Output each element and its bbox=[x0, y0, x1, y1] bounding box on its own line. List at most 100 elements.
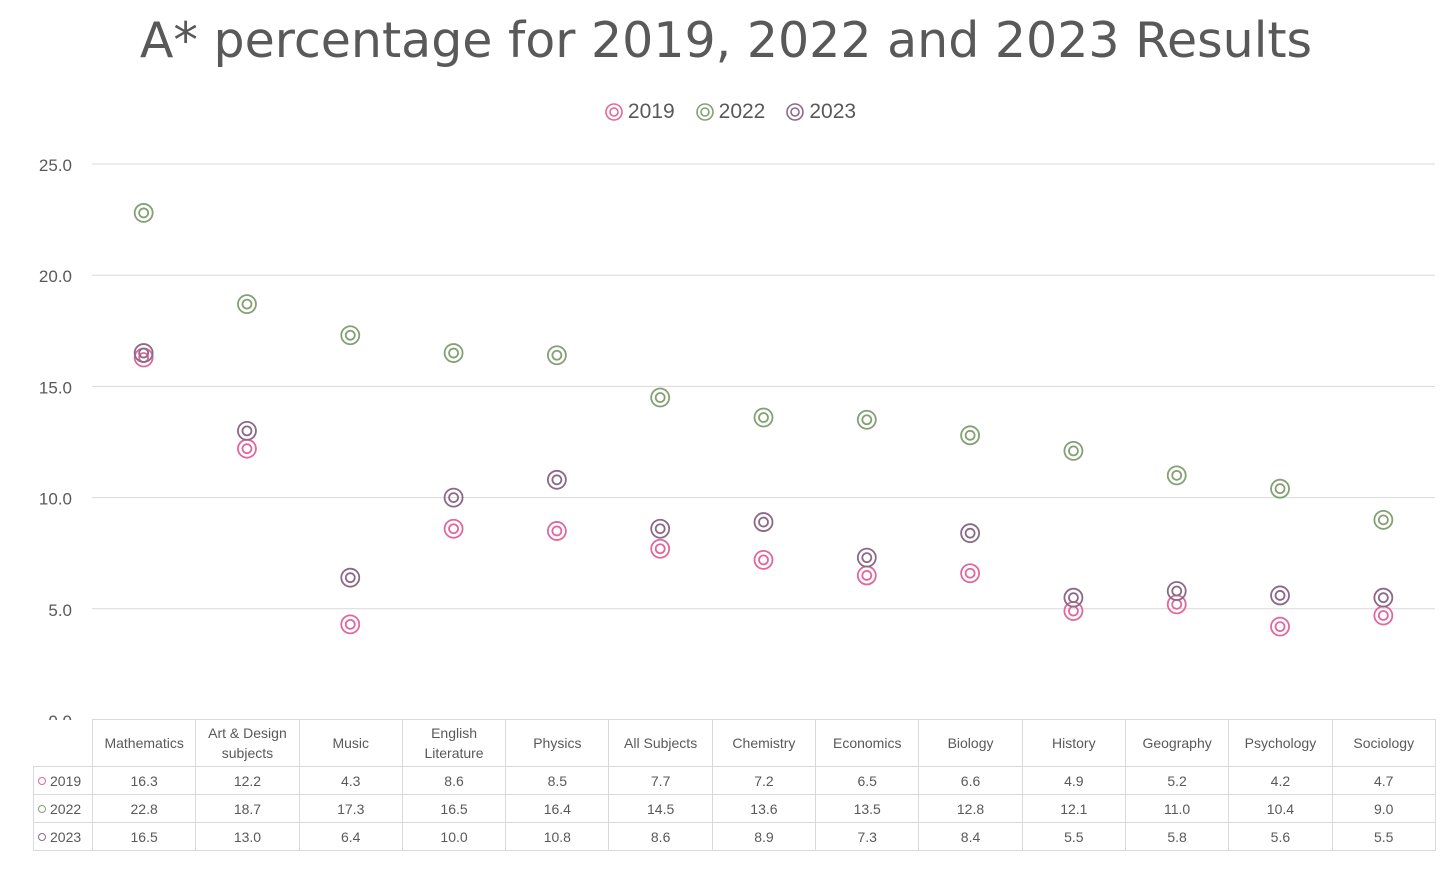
data-point-2019 bbox=[443, 518, 464, 539]
table-cell: 16.3 bbox=[91, 766, 197, 795]
data-point-2022 bbox=[753, 407, 774, 428]
table-cell: 16.5 bbox=[91, 822, 197, 851]
table-category: English Literature bbox=[401, 719, 507, 767]
table-cell: 9.0 bbox=[1331, 794, 1436, 823]
table-cell: 8.5 bbox=[505, 766, 610, 795]
table-category: Economics bbox=[815, 719, 920, 767]
table-cell: 16.4 bbox=[505, 794, 610, 823]
data-point-2023 bbox=[546, 469, 567, 490]
table-cell: 22.8 bbox=[91, 794, 197, 823]
legend-label-2022: 2022 bbox=[718, 100, 766, 123]
table-category: Music bbox=[298, 719, 403, 767]
data-point-2023 bbox=[1373, 587, 1394, 608]
data-point-2022 bbox=[1270, 478, 1290, 499]
table-category: Physics bbox=[505, 719, 610, 767]
row-label: 2019 bbox=[50, 772, 82, 789]
legend-marker-2022 bbox=[695, 103, 714, 121]
data-point-2022 bbox=[1063, 440, 1084, 461]
table-cell: 10.8 bbox=[505, 822, 610, 851]
legend-marker-2019 bbox=[605, 103, 623, 121]
table-cell: 12.2 bbox=[195, 766, 300, 795]
data-point-2022 bbox=[237, 294, 257, 315]
table-category: Mathematics bbox=[91, 719, 197, 767]
table-row-2019: 2019 16.3 12.2 4.3 8.6 8.5 7.7 7.2 6.5 6… bbox=[33, 766, 1436, 795]
table-cell: 13.0 bbox=[195, 822, 300, 851]
table-cell: 4.7 bbox=[1331, 766, 1436, 795]
table-category: Geography bbox=[1124, 719, 1230, 767]
table-row-2022: 2022 22.8 18.7 17.3 16.5 16.4 14.5 13.6 … bbox=[33, 794, 1436, 823]
table-cell: 18.7 bbox=[195, 794, 300, 823]
data-point-2022 bbox=[546, 345, 567, 366]
row-marker-icon bbox=[38, 832, 46, 841]
legend-marker-2023 bbox=[786, 103, 805, 121]
table-cell: 8.4 bbox=[918, 822, 1023, 851]
data-point-2019 bbox=[1270, 616, 1290, 637]
table-cell: 7.7 bbox=[608, 766, 713, 795]
data-point-2023 bbox=[1166, 581, 1187, 601]
table-category: Art & Design subjects bbox=[195, 719, 300, 767]
y-tick-label: 10.0 bbox=[39, 490, 72, 509]
data-point-2022 bbox=[960, 425, 981, 446]
table-cell: 11.0 bbox=[1124, 794, 1230, 823]
y-tick-label: 15.0 bbox=[39, 378, 72, 397]
table-cell: 4.9 bbox=[1021, 766, 1126, 795]
table-cell: 5.8 bbox=[1124, 822, 1230, 851]
table-cell: 17.3 bbox=[298, 794, 403, 823]
data-point-2023 bbox=[960, 523, 981, 544]
row-label: 2023 bbox=[50, 828, 82, 845]
data-point-2019 bbox=[960, 563, 981, 584]
data-point-2019 bbox=[650, 538, 671, 559]
table-cell: 7.2 bbox=[711, 766, 817, 795]
table-cell: 10.4 bbox=[1228, 794, 1333, 823]
y-tick-label: 5.0 bbox=[48, 601, 72, 620]
legend-label-2023: 2023 bbox=[809, 100, 857, 123]
table-cell: 13.6 bbox=[711, 794, 817, 823]
chart-legend: 2019 2022 2023 bbox=[0, 100, 1447, 124]
data-point-2023 bbox=[1270, 585, 1290, 606]
table-row-header: 2019 bbox=[33, 766, 93, 795]
table-cell: 13.5 bbox=[815, 794, 920, 823]
data-point-2019 bbox=[237, 438, 257, 459]
data-point-2022 bbox=[340, 325, 361, 346]
data-point-2023 bbox=[1063, 587, 1084, 608]
legend-item-2023: 2023 bbox=[785, 100, 856, 124]
table-cell: 6.4 bbox=[298, 822, 403, 851]
table-cell: 6.5 bbox=[815, 766, 920, 795]
table-row-2023: 2023 16.5 13.0 6.4 10.0 10.8 8.6 8.9 7.3… bbox=[33, 822, 1436, 851]
y-tick-label: 25.0 bbox=[39, 156, 72, 175]
data-point-2022 bbox=[1373, 509, 1394, 530]
row-marker-icon bbox=[38, 776, 46, 785]
table-cell: 8.9 bbox=[711, 822, 817, 851]
legend-item-2022: 2022 bbox=[695, 100, 766, 124]
chart-title: A* percentage for 2019, 2022 and 2023 Re… bbox=[139, 12, 1313, 69]
y-tick-label: 0.0 bbox=[48, 712, 72, 720]
data-point-2019 bbox=[753, 549, 774, 570]
table-row-header: 2022 bbox=[33, 794, 93, 823]
legend-item-2019: 2019 bbox=[604, 100, 675, 124]
table-category: History bbox=[1021, 719, 1126, 767]
table-category: All Subjects bbox=[608, 719, 713, 767]
data-point-2023 bbox=[753, 512, 774, 532]
data-point-2022 bbox=[856, 409, 877, 430]
table-category: Sociology bbox=[1331, 719, 1436, 767]
table-cell: 5.5 bbox=[1021, 822, 1126, 851]
table-cell: 12.8 bbox=[918, 794, 1023, 823]
table-cell: 4.2 bbox=[1228, 766, 1333, 795]
row-marker-icon bbox=[38, 804, 46, 813]
table-cell: 8.6 bbox=[608, 822, 713, 851]
table-cell: 6.6 bbox=[918, 766, 1023, 795]
table-category: Psychology bbox=[1228, 719, 1333, 767]
table-cell: 5.6 bbox=[1228, 822, 1333, 851]
table-cell: 14.5 bbox=[608, 794, 713, 823]
plot-area: 0.0 5.0 10.0 15.0 20.0 25.0 bbox=[39, 156, 1435, 720]
row-label: 2022 bbox=[50, 800, 82, 817]
data-point-2019 bbox=[856, 565, 877, 586]
data-point-2022 bbox=[443, 343, 464, 363]
data-point-2019 bbox=[340, 614, 361, 635]
data-point-2022 bbox=[650, 387, 671, 408]
legend-label-2019: 2019 bbox=[627, 100, 675, 123]
table-header-row: Mathematics Art & Design subjects Music … bbox=[33, 719, 1436, 767]
table-cell: 8.6 bbox=[401, 766, 507, 795]
data-point-2023 bbox=[856, 547, 877, 568]
table-category: Biology bbox=[918, 719, 1023, 767]
